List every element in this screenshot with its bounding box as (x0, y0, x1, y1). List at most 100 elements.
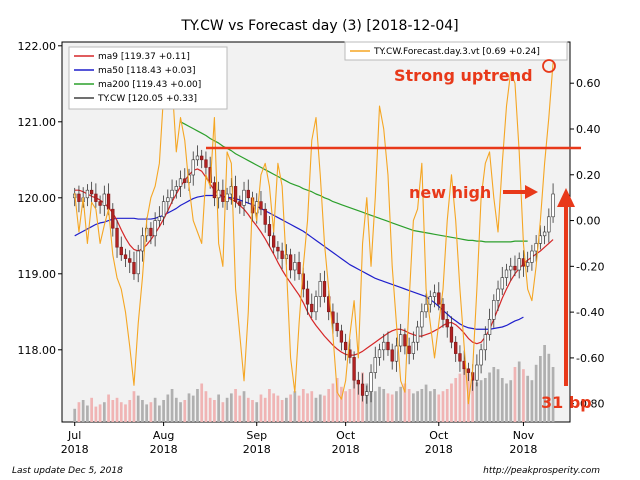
volume-bar (242, 391, 246, 422)
candle-body (140, 235, 145, 252)
volume-bar (323, 395, 326, 422)
volume-bar (251, 400, 254, 422)
volume-bar (285, 397, 288, 422)
chart-title: TY.CW vs Forecast day (3) [2018-12-04] (180, 18, 458, 34)
volume-bar (373, 391, 377, 422)
candle-body (216, 189, 221, 199)
candle (399, 323, 403, 353)
candle-body (530, 250, 534, 263)
candle (407, 337, 411, 365)
candle (479, 343, 483, 374)
candle (377, 343, 382, 366)
volume-bar (356, 380, 360, 422)
candle (449, 316, 454, 349)
volume-bar (297, 395, 301, 422)
candle (85, 184, 90, 207)
volume-bar (77, 402, 81, 422)
volume-bar (382, 389, 386, 422)
candle (267, 216, 272, 247)
candle (352, 351, 356, 389)
annotation-new-high: new high (409, 183, 491, 202)
left-axis: 122.00 121.00 120.00 119.00 118.00 (18, 40, 62, 357)
volume-bar (246, 397, 250, 422)
right-tick-label: -0.20 (576, 260, 604, 273)
volume-bar (119, 402, 123, 422)
x-axis: Jul2018Aug2018Sep2018Oct2018Oct2018Nov20… (61, 422, 537, 456)
volume-bar (428, 391, 432, 422)
candle-body (157, 216, 162, 221)
x-tick-month: Oct (429, 429, 449, 442)
candle (445, 311, 449, 338)
candle (136, 244, 140, 283)
candle (77, 185, 81, 213)
candle-body (386, 341, 390, 351)
candle-body (504, 269, 509, 278)
candle-body (314, 296, 318, 313)
candle-body (458, 353, 462, 362)
right-tick-label: -0.80 (576, 398, 604, 411)
candle (466, 362, 471, 381)
candle (94, 183, 98, 208)
left-tick-label: 118.00 (18, 344, 57, 357)
candle-body (487, 319, 492, 335)
candle-body (132, 262, 136, 275)
candle-body (538, 235, 543, 244)
candle-body (136, 250, 140, 275)
candle (339, 324, 344, 351)
candle (293, 254, 297, 281)
candle-body (479, 349, 483, 366)
candle (542, 225, 547, 245)
candle (369, 364, 373, 403)
volume-bar (141, 400, 144, 422)
candle (509, 257, 513, 281)
candle-body (437, 292, 441, 305)
volume-bar (115, 397, 119, 422)
left-tick-label: 120.00 (18, 192, 57, 205)
candle (394, 337, 399, 372)
volume-bar (289, 394, 292, 422)
candle (314, 290, 318, 321)
candle (221, 179, 225, 208)
candle (403, 328, 407, 355)
x-tick-month: Oct (336, 429, 356, 442)
candle-body (377, 349, 382, 358)
candle-body (297, 262, 301, 275)
candle (161, 195, 166, 226)
volume-bars (73, 345, 555, 422)
volume-bar (196, 389, 199, 422)
annotation-circle (542, 59, 556, 73)
candle-body (492, 300, 496, 320)
legend-left-box (68, 46, 228, 110)
candle-body (496, 288, 500, 301)
candle (119, 236, 123, 261)
volume-bar (479, 380, 483, 422)
candle (102, 185, 106, 217)
volume-bar (467, 369, 470, 422)
candle (373, 346, 377, 379)
candle-body (242, 189, 246, 206)
candle-body (373, 357, 377, 373)
volume-bar (174, 397, 178, 422)
candle (297, 251, 301, 280)
candle (305, 280, 310, 315)
candle (170, 179, 174, 204)
volume-bar (217, 394, 220, 422)
volume-bar (255, 402, 259, 422)
candle-body (445, 319, 449, 328)
volume-bar (526, 375, 530, 422)
volume-bar (102, 402, 106, 422)
volume-bar (517, 361, 521, 422)
volume-bar (551, 367, 555, 422)
candle-body (106, 193, 111, 210)
candle (204, 151, 208, 179)
candle-body (415, 326, 420, 343)
candle-body (339, 330, 344, 343)
volume-bar (107, 394, 110, 422)
volume-bar (293, 391, 297, 422)
legend-right: TY.CW.Forecast.day.3.vt [0.69 +0.24] (344, 41, 568, 61)
candle (390, 343, 394, 370)
candle-body (195, 155, 200, 161)
candle (111, 203, 115, 237)
annotation-bp: 31 bp (541, 393, 592, 412)
volume-bar (424, 384, 428, 422)
